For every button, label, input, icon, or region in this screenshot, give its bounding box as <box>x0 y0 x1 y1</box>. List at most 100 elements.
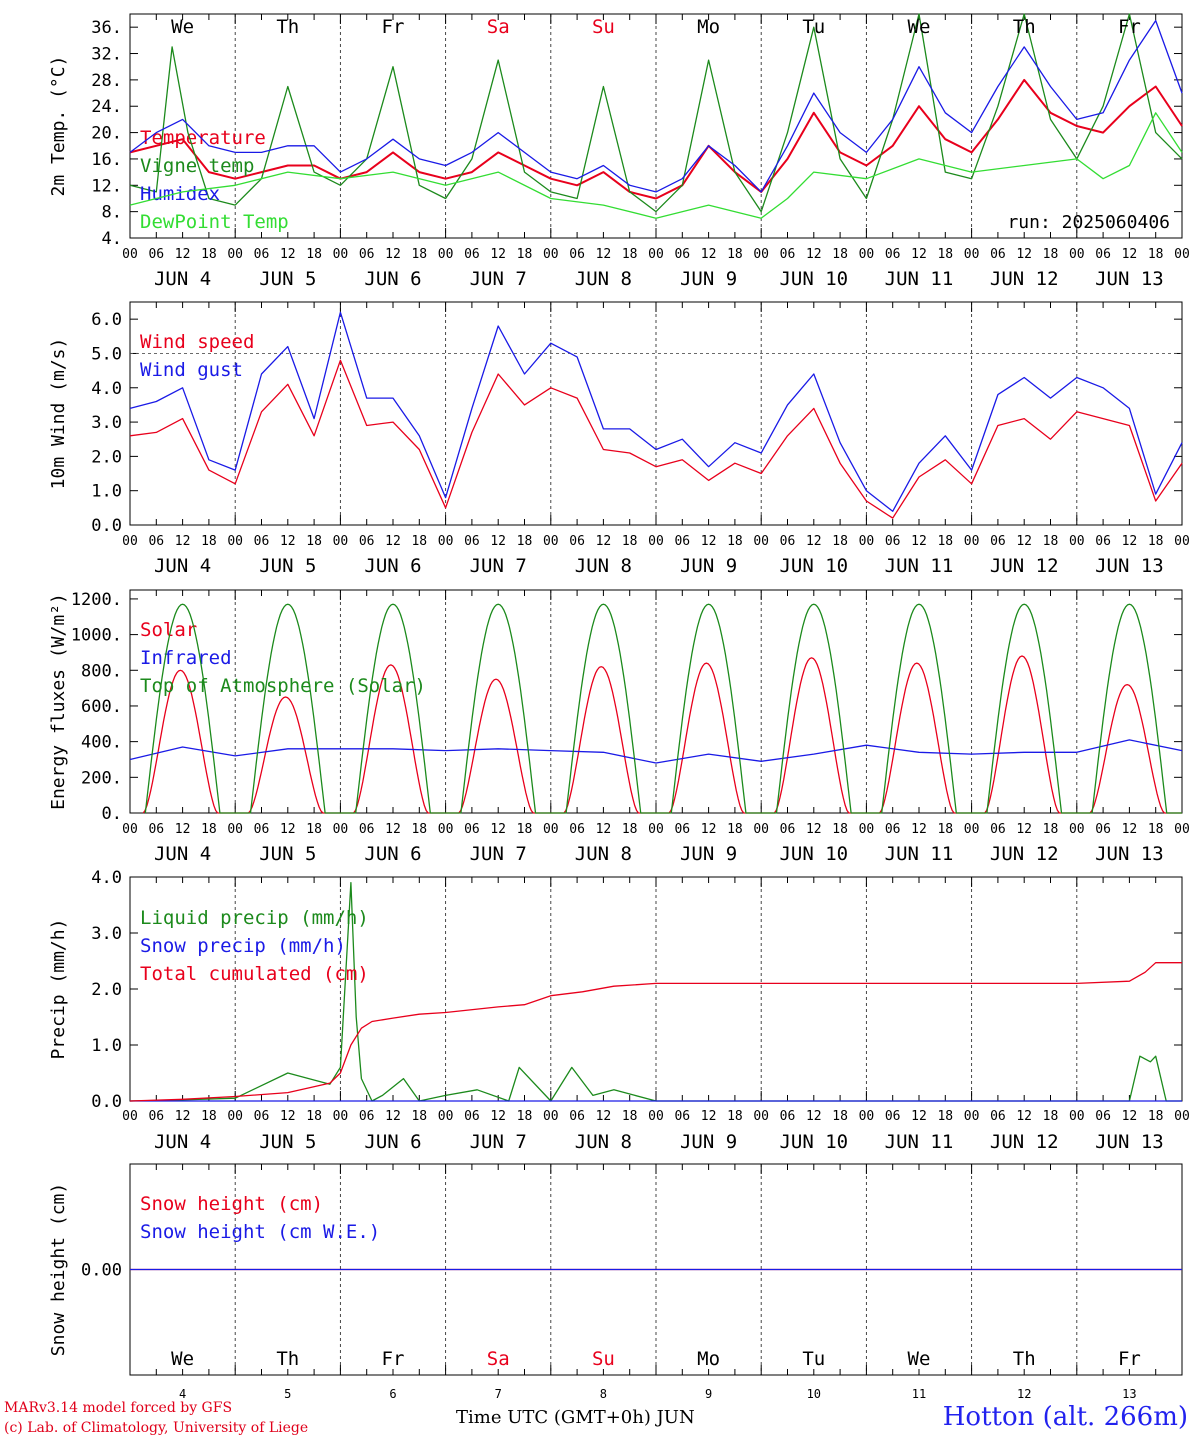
hour-tick-label: 06 <box>780 534 796 549</box>
hour-tick-label: 12 <box>911 822 927 837</box>
series-line-vigne-temp <box>129 13 1183 213</box>
station-name: Hotton (alt. 266m) <box>942 1402 1188 1432</box>
y-tick-label: 20. <box>91 124 122 144</box>
hour-tick-label: 12 <box>806 247 822 262</box>
legend-entry: Snow precip (mm/h) <box>140 935 346 957</box>
hour-tick-label: 18 <box>727 822 743 837</box>
hour-tick-label: 00 <box>964 534 980 549</box>
hour-tick-label: 18 <box>411 1109 427 1124</box>
hour-tick-label: 18 <box>306 822 322 837</box>
date-label: JUN 4 <box>154 843 211 865</box>
hour-tick-label: 12 <box>175 247 191 262</box>
hour-tick-label: 06 <box>990 534 1006 549</box>
date-label: JUN 11 <box>885 843 954 865</box>
hour-tick-label: 06 <box>990 1109 1006 1124</box>
hour-tick-label: 12 <box>596 1109 612 1124</box>
hour-tick-label: 00 <box>964 822 980 837</box>
hour-tick-label: 00 <box>438 534 454 549</box>
y-tick-label: 3.0 <box>91 924 122 944</box>
date-label: JUN 7 <box>470 268 527 290</box>
day-name: Th <box>276 1348 299 1370</box>
hour-tick-label: 06 <box>148 1109 164 1124</box>
hour-tick-label: 18 <box>832 1109 848 1124</box>
hour-tick-label: 18 <box>517 247 533 262</box>
date-label: JUN 5 <box>259 843 316 865</box>
hour-tick-label: 00 <box>543 534 559 549</box>
hour-tick-label: 18 <box>411 822 427 837</box>
y-tick-label: 1.0 <box>91 1036 122 1056</box>
date-label: JUN 8 <box>575 268 632 290</box>
day-name: Th <box>1013 16 1036 38</box>
date-label: JUN 9 <box>680 268 737 290</box>
y-tick-label: 400. <box>81 733 122 753</box>
date-label: JUN 12 <box>990 1131 1059 1153</box>
hour-tick-label: 18 <box>622 822 638 837</box>
date-label: JUN 11 <box>885 268 954 290</box>
hour-tick-label: 18 <box>622 1109 638 1124</box>
series-line-infrared <box>129 739 1183 764</box>
hour-tick-label: 18 <box>1043 1109 1059 1124</box>
model-credit: MARv3.14 model forced by GFS <box>4 1400 233 1416</box>
date-label: JUN 4 <box>154 555 211 577</box>
hour-tick-label: 06 <box>569 534 585 549</box>
hour-tick-label: 06 <box>885 534 901 549</box>
day-number: 12 <box>1017 1387 1031 1401</box>
hour-tick-label: 06 <box>674 1109 690 1124</box>
hour-tick-label: 18 <box>1148 1109 1164 1124</box>
y-tick-label: 1.0 <box>91 482 122 502</box>
day-number: 13 <box>1122 1387 1136 1401</box>
legend-entry: Solar <box>140 619 197 641</box>
hour-tick-label: 00 <box>122 247 138 262</box>
panel-frame-3 <box>129 589 1183 814</box>
hour-tick-label: 00 <box>1069 534 1085 549</box>
day-name: Su <box>592 16 615 38</box>
hour-tick-label: 06 <box>990 822 1006 837</box>
date-label: JUN 7 <box>470 843 527 865</box>
hour-tick-label: 06 <box>990 247 1006 262</box>
hour-tick-label: 18 <box>832 247 848 262</box>
date-label: JUN 9 <box>680 1131 737 1153</box>
y-axis-label: 2m Temp. (°C) <box>48 56 69 197</box>
day-name: Fr <box>1118 16 1141 38</box>
hour-tick-label: 06 <box>674 822 690 837</box>
hour-tick-label: 18 <box>937 822 953 837</box>
date-label: JUN 10 <box>779 268 848 290</box>
y-tick-label: 0.0 <box>91 516 122 536</box>
y-axis-label: Snow height (cm) <box>48 1183 69 1356</box>
legend-entry: Snow height (cm W.E.) <box>140 1221 380 1243</box>
hour-tick-label: 18 <box>201 822 217 837</box>
hour-tick-label: 06 <box>359 1109 375 1124</box>
date-label: JUN 4 <box>154 1131 211 1153</box>
date-label: JUN 13 <box>1095 268 1164 290</box>
hour-tick-label: 18 <box>937 247 953 262</box>
y-tick-label: 0.0 <box>91 1092 122 1112</box>
series-line-total-cumulated-cm- <box>129 962 1182 1102</box>
hour-tick-label: 00 <box>859 247 875 262</box>
hour-tick-label: 18 <box>306 1109 322 1124</box>
y-tick-label: 2.0 <box>91 447 122 467</box>
hour-tick-label: 18 <box>832 534 848 549</box>
legend-entry: Snow height (cm) <box>140 1193 323 1215</box>
hour-tick-label: 06 <box>1095 1109 1111 1124</box>
hour-tick-label: 18 <box>1043 534 1059 549</box>
date-label: JUN 5 <box>259 1131 316 1153</box>
hour-tick-label: 12 <box>385 534 401 549</box>
hour-tick-label: 06 <box>569 822 585 837</box>
hour-tick-label: 12 <box>175 1109 191 1124</box>
day-number: 10 <box>807 1387 821 1401</box>
hour-tick-label: 00 <box>964 247 980 262</box>
hour-tick-label: 18 <box>201 1109 217 1124</box>
series-line-wind-gust <box>129 311 1183 512</box>
hour-tick-label: 12 <box>806 822 822 837</box>
y-tick-label: 5.0 <box>91 344 122 364</box>
hour-tick-label: 12 <box>1016 822 1032 837</box>
legend-entry: Temperature <box>140 127 266 149</box>
day-name: Th <box>276 16 299 38</box>
hour-tick-label: 18 <box>1148 822 1164 837</box>
hour-tick-label: 00 <box>753 247 769 262</box>
y-tick-label: 4.0 <box>91 868 122 888</box>
hour-tick-label: 06 <box>359 247 375 262</box>
hour-tick-label: 06 <box>885 247 901 262</box>
hour-tick-label: 12 <box>280 247 296 262</box>
hour-tick-label: 18 <box>517 534 533 549</box>
